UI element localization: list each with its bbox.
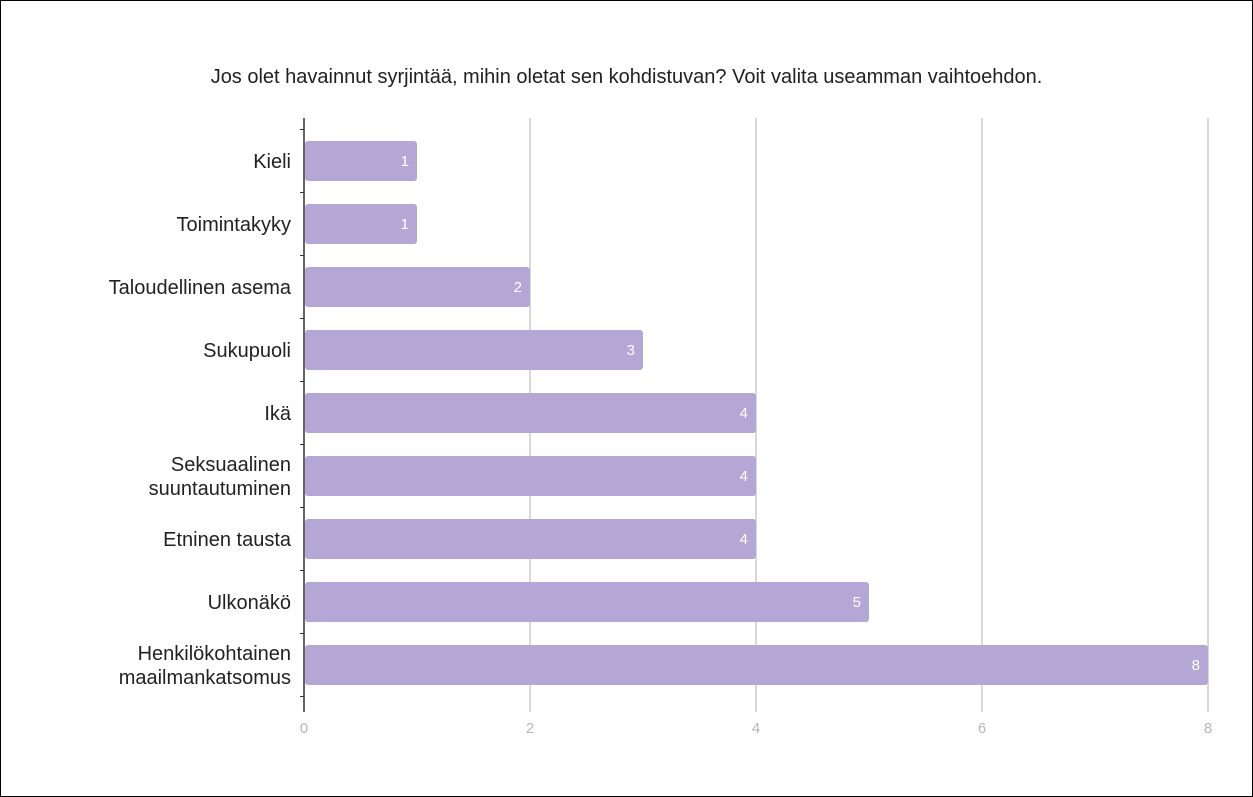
bar-value-label: 4 <box>740 468 748 485</box>
x-tick-label: 2 <box>526 720 534 737</box>
x-tick-label: 8 <box>1204 720 1212 737</box>
category-label: Taloudellinen asema <box>109 277 292 299</box>
bar <box>305 330 643 370</box>
category-label: Seksuaalinen <box>171 454 291 476</box>
chart-title: Jos olet havainnut syrjintää, mihin olet… <box>210 66 1043 88</box>
bar <box>305 582 869 622</box>
bar <box>305 141 417 181</box>
bar <box>305 456 756 496</box>
category-label: Sukupuoli <box>203 340 291 362</box>
bar <box>305 267 530 307</box>
category-label: Kieli <box>253 151 291 173</box>
bar <box>305 393 756 433</box>
category-label: suuntautuminen <box>149 478 291 500</box>
x-tick-label: 4 <box>752 720 760 737</box>
bar-value-label: 2 <box>514 279 522 296</box>
category-label: Toimintakyky <box>177 214 291 236</box>
category-label: Ikä <box>264 403 292 425</box>
bar-value-label: 4 <box>740 531 748 548</box>
bar <box>305 519 756 559</box>
x-tick-label: 0 <box>300 720 308 737</box>
bar-value-label: 3 <box>627 342 635 359</box>
bar-value-label: 5 <box>853 594 861 611</box>
bar-value-label: 8 <box>1192 657 1200 674</box>
category-label: Henkilökohtainen <box>138 643 291 665</box>
bar-value-label: 1 <box>401 153 409 170</box>
bar <box>305 204 417 244</box>
category-label: Etninen tausta <box>163 529 292 551</box>
x-tick-label: 6 <box>978 720 986 737</box>
category-label: Ulkonäkö <box>208 592 291 614</box>
bar-value-label: 4 <box>740 405 748 422</box>
category-label: maailmankatsomus <box>119 667 291 689</box>
bar-value-label: 1 <box>401 216 409 233</box>
bar <box>305 645 1208 685</box>
